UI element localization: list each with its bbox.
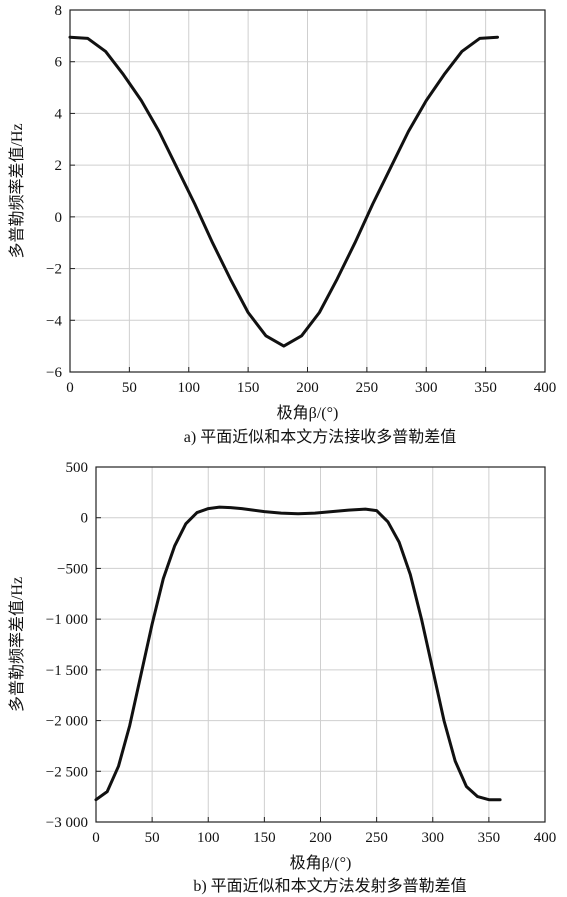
chart-b-y-tick-label: −500 [57, 561, 88, 577]
chart-b-y-tick-label: 0 [81, 511, 89, 527]
chart-a-grid [70, 10, 545, 372]
chart-a-x-ticks: 0 50 100 150 200 250 300 350 400 [66, 367, 556, 396]
chart-b: 0 50 100 150 200 250 300 350 400 −3 000 −2 500 −2 … [8, 460, 556, 895]
chart-a-y-tick-label: 4 [55, 106, 63, 122]
chart-a-x-tick-label: 0 [66, 380, 74, 396]
chart-b-y-tick-label: −1 500 [46, 663, 88, 679]
chart-a-x-tick-label: 300 [415, 380, 438, 396]
chart-a-x-tick-label: 250 [356, 380, 379, 396]
chart-a-y-tick-label: 0 [55, 210, 63, 226]
chart-a-y-tick-label: −6 [46, 365, 62, 381]
chart-a-y-tick-label: −2 [46, 262, 62, 278]
chart-a-x-tick-label: 50 [122, 380, 137, 396]
chart-a-y-ticks: −6 −4 −2 0 2 4 6 8 [46, 3, 75, 381]
chart-b-caption: b) 平面近似和本文方法发射多普勒差值 [193, 877, 466, 895]
chart-a-x-tick-label: 100 [178, 380, 201, 396]
chart-b-x-tick-label: 0 [92, 830, 100, 846]
chart-b-x-axis-label: 极角β/(°) [290, 854, 352, 872]
chart-a-x-tick-label: 200 [296, 380, 319, 396]
chart-b-y-tick-label: −2 500 [46, 764, 88, 780]
chart-b-x-tick-label: 300 [422, 830, 445, 846]
chart-b-y-tick-label: 500 [66, 460, 89, 476]
chart-b-x-tick-label: 100 [197, 830, 220, 846]
chart-a-y-tick-label: 2 [55, 158, 63, 174]
chart-b-y-tick-label: −3 000 [46, 815, 88, 831]
chart-b-series-line [94, 505, 502, 802]
chart-b-x-ticks: 0 50 100 150 200 250 300 350 400 [92, 817, 556, 846]
chart-b-x-tick-label: 50 [145, 830, 160, 846]
chart-b-x-tick-label: 150 [253, 830, 276, 846]
chart-b-grid [96, 467, 545, 822]
chart-a-y-axis-label: 多普勒频率差值/Hz [8, 123, 26, 258]
chart-a-y-tick-label: −4 [46, 313, 62, 329]
chart-a-y-tick-label: 8 [55, 3, 63, 19]
chart-a-y-tick-label: 6 [55, 55, 63, 71]
chart-a-series-line [68, 35, 499, 348]
chart-b-x-tick-label: 250 [365, 830, 388, 846]
chart-b-x-tick-label: 400 [534, 830, 557, 846]
chart-b-x-tick-label: 200 [309, 830, 332, 846]
chart-a-x-tick-label: 400 [534, 380, 557, 396]
chart-a-x-axis-label: 极角β/(°) [277, 404, 339, 422]
chart-b-y-tick-label: −2 000 [46, 714, 88, 730]
chart-a: 0 50 100 150 200 250 300 350 400 −6 −4 −2 0 2 4 6 8 极角β… [8, 3, 556, 446]
chart-b-y-tick-label: −1 000 [46, 612, 88, 628]
chart-b-x-tick-label: 350 [478, 830, 501, 846]
chart-a-x-tick-label: 150 [237, 380, 260, 396]
chart-a-caption: a) 平面近似和本文方法接收多普勒差值 [184, 428, 456, 446]
chart-b-y-axis-label: 多普勒频率差值/Hz [8, 577, 26, 712]
chart-a-x-tick-label: 350 [474, 380, 497, 396]
chart-b-y-ticks: −3 000 −2 500 −2 000 −1 500 −1 000 −500 0 500 [46, 460, 101, 831]
